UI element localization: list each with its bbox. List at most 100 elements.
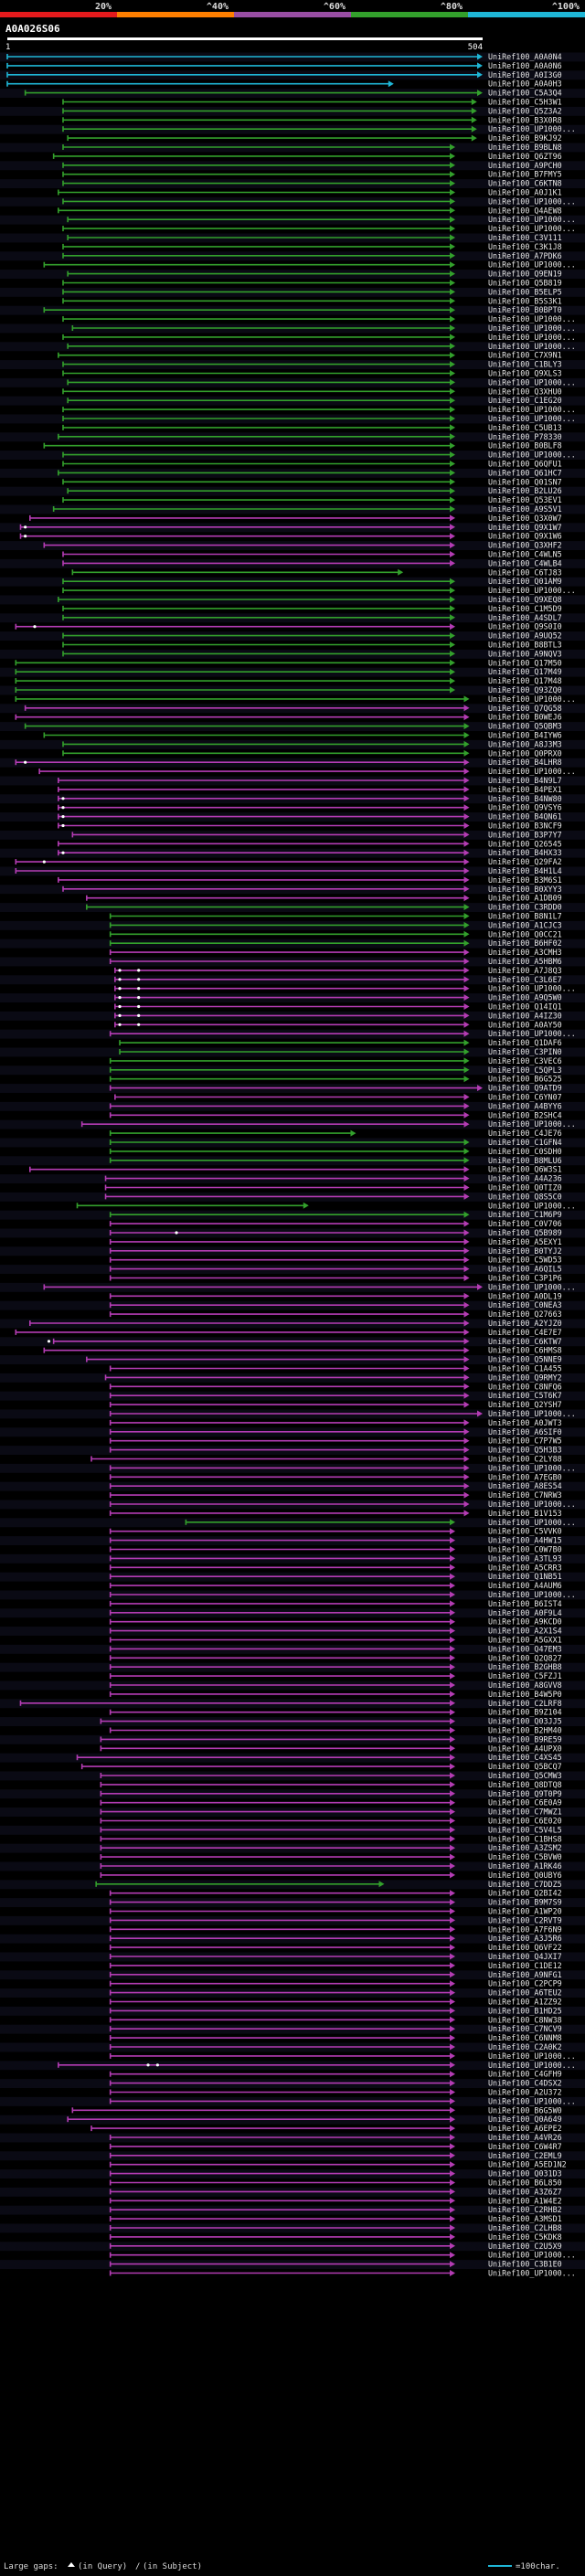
legend-label: ^100%: [552, 2, 580, 12]
hit-row: UniRef100_Q3XHF2: [0, 541, 585, 550]
legend-segment: [234, 12, 351, 17]
hit-row: UniRef100_C3PIN0: [0, 1047, 585, 1057]
hit-label: UniRef100_UP1000...: [488, 2269, 576, 2278]
hit-row: UniRef100_C2LHB8: [0, 2223, 585, 2233]
hit-row: UniRef100_C3B1E0: [0, 2260, 585, 2269]
hit-arrowhead: [463, 1347, 470, 1354]
hit-row: UniRef100_B9RE59: [0, 1734, 585, 1744]
hit-label: UniRef100_A3Z6Z7: [488, 2187, 562, 2196]
hit-label: UniRef100_P78330: [488, 432, 562, 441]
hit-row: UniRef100_Q29FA2: [15, 857, 562, 866]
hit-row: UniRef100_B8MLU6: [0, 1156, 585, 1166]
hit-row: UniRef100_Q1DAF6: [119, 1038, 562, 1047]
hit-row: UniRef100_Q8S5C0: [0, 1192, 585, 1202]
hit-row: UniRef100_A4BYY6: [0, 1101, 585, 1111]
hit-row: UniRef100_A3J5R6: [0, 1934, 585, 1944]
hit-row: UniRef100_C2U5X9: [0, 2242, 585, 2252]
hit-arrowhead: [463, 904, 470, 911]
hit-row: UniRef100_C3V111: [0, 233, 585, 243]
hit-arrowhead: [463, 976, 470, 983]
hit-arrowhead: [450, 1835, 456, 1842]
hit-row: UniRef100_Q3XHU0: [62, 387, 562, 396]
hit-row: UniRef100_UP1000...: [62, 314, 576, 323]
hit-label: UniRef100_B8MLU6: [488, 1156, 562, 1165]
hit-arrowhead: [463, 705, 470, 712]
hit-label: UniRef100_B8N1L7: [488, 912, 562, 921]
gap-marker: [47, 1340, 51, 1343]
hit-label: UniRef100_Q03JJ5: [488, 1717, 562, 1726]
hit-label: UniRef100_C1EG20: [488, 396, 562, 405]
hit-label: UniRef100_UP1000...: [488, 377, 576, 387]
hit-row: UniRef100_B1V153: [109, 1509, 562, 1518]
hit-arrowhead: [450, 1790, 456, 1797]
hit-arrowhead: [450, 1953, 456, 1960]
hit-row: UniRef100_A3MSD1: [109, 2214, 562, 2223]
hit-label: UniRef100_Q14IQ1: [488, 1002, 562, 1012]
hit-row: UniRef100_A9PCH0: [0, 161, 585, 171]
hit-label: UniRef100_Q0TIZ0: [488, 1183, 562, 1193]
hit-row: UniRef100_Q61HC7: [0, 468, 585, 478]
hit-arrowhead: [450, 378, 456, 386]
hit-label: UniRef100_A4BYY6: [488, 1101, 562, 1110]
query-gap-symbol: [68, 2562, 75, 2567]
hit-label: UniRef100_A9KCD0: [488, 1617, 562, 1627]
hit-label: UniRef100_Q2Q827: [488, 1653, 562, 1662]
hit-label: UniRef100_A4AUM6: [488, 1581, 562, 1590]
hit-row: UniRef100_A3Z6Z7: [0, 2187, 585, 2197]
hit-arrowhead: [450, 270, 456, 278]
hit-arrowhead: [463, 1148, 470, 1155]
hit-row: UniRef100_Q27663: [109, 1309, 562, 1319]
hit-row: UniRef100_C1GFN4: [0, 1138, 585, 1148]
hit-arrowhead: [450, 2134, 456, 2141]
hit-arrowhead: [463, 786, 470, 793]
hit-row: UniRef100_A5CRR3: [109, 1563, 562, 1572]
hit-label: UniRef100_B0WEJ6: [488, 713, 562, 722]
hit-label: UniRef100_Q01AM9: [488, 577, 562, 586]
hit-arrowhead: [450, 2233, 456, 2241]
hit-row: UniRef100_UP1000...: [0, 1590, 585, 1600]
hit-row: UniRef100_C4DSX2: [0, 2079, 585, 2088]
hit-row: UniRef100_A4HW15: [0, 1536, 585, 1545]
hit-label: UniRef100_C7DDZ5: [488, 1880, 562, 1889]
hit-arrowhead: [463, 758, 470, 766]
hit-label: UniRef100_B1V153: [488, 1509, 562, 1518]
hit-arrowhead: [450, 297, 456, 304]
hit-row: UniRef100_A1ZZ92: [109, 1998, 562, 2007]
hit-label: UniRef100_A9NQV3: [488, 649, 562, 658]
hit-arrowhead: [450, 252, 456, 260]
hit-row: UniRef100_A4SDL7: [0, 613, 585, 623]
hit-row: UniRef100_Q9S0I0: [15, 622, 562, 631]
query-ruler: [7, 37, 483, 40]
hit-label: UniRef100_A9NFG1: [488, 1970, 562, 1979]
hit-arrowhead: [450, 677, 456, 684]
hit-label: UniRef100_A8J3M3: [488, 739, 562, 748]
gap-marker: [118, 1004, 122, 1009]
hit-arrowhead: [450, 2242, 456, 2250]
hit-arrowhead: [463, 1456, 470, 1462]
hit-row: UniRef100_Q17M49: [0, 667, 585, 677]
hit-label: UniRef100_C7NRW3: [488, 1490, 562, 1500]
hit-label: UniRef100_C2PCP9: [488, 1979, 562, 1988]
hit-label: UniRef100_Q9XLS3: [488, 369, 562, 378]
hit-arrowhead: [463, 1057, 470, 1065]
hit-row: UniRef100_UP1000...: [0, 2061, 585, 2071]
hit-arrowhead: [450, 2097, 456, 2104]
hit-label: UniRef100_C0V706: [488, 1219, 562, 1228]
hit-label: UniRef100_A3ZSM2: [488, 1843, 562, 1852]
hit-row: UniRef100_A0A0N6: [6, 61, 562, 70]
hit-label: UniRef100_C7NCV9: [488, 2024, 562, 2033]
hit-label: UniRef100_A5ED1N2: [488, 2160, 567, 2169]
hit-arrowhead: [471, 99, 477, 105]
hit-row: UniRef100_B2SHC4: [109, 1110, 562, 1119]
hit-label: UniRef100_Q17M50: [488, 658, 562, 667]
hit-arrowhead: [463, 895, 470, 902]
hit-row: UniRef100_UP1000...: [0, 2096, 585, 2106]
hit-arrowhead: [463, 867, 470, 875]
hit-label: UniRef100_A0F9L4: [488, 1608, 562, 1617]
hit-label: UniRef100_Q0PRX0: [488, 748, 562, 758]
hit-label: UniRef100_A6SIF0: [488, 1427, 562, 1436]
hit-label: UniRef100_Q9XEQ8: [488, 595, 562, 604]
hit-arrowhead: [450, 1962, 456, 1969]
hit-label: UniRef100_B4QN61: [488, 812, 562, 822]
hit-arrowhead: [450, 2224, 456, 2231]
